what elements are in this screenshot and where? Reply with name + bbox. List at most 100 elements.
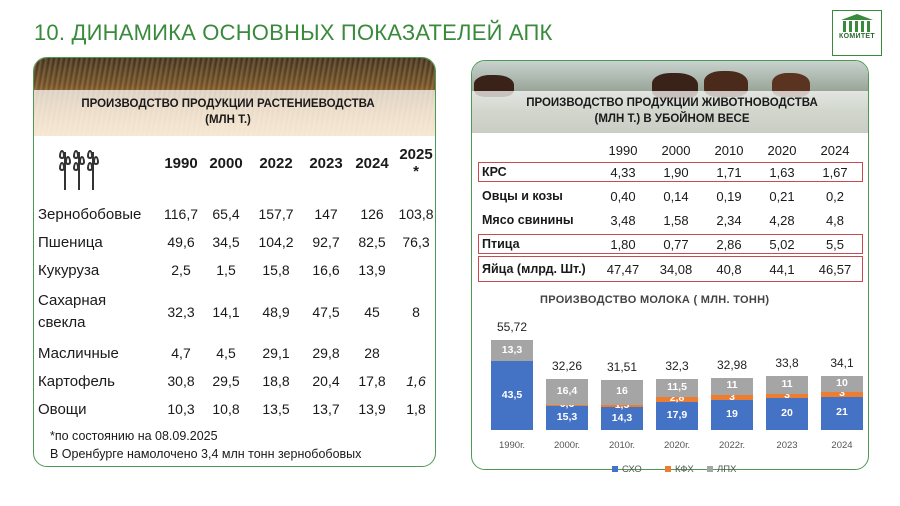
crop-value: 157,7 [258, 206, 294, 222]
category-label: 1990г. [498, 440, 526, 451]
logo-text: КОМИТЕТ [839, 33, 875, 40]
crop-value: 32,3 [167, 304, 195, 320]
cattle-banner: ПРОИЗВОДСТВО ПРОДУКЦИИ ЖИВОТНОВОДСТВА (М… [472, 61, 868, 133]
livestock-value: 0,40 [610, 188, 636, 204]
crop-year-header: 2000 [209, 155, 243, 172]
crop-row-label: Сахарная [38, 292, 107, 309]
segment-value-label: 3 [839, 387, 845, 400]
crop-value: 17,8 [358, 373, 386, 389]
orenburg-note: В Оренбурге намолочено 3,4 млн тонн зерн… [50, 447, 362, 461]
livestock-year-header: 2020 [767, 143, 797, 158]
segment-value-label: 3 [784, 388, 790, 401]
segment-value-label: 19 [726, 407, 738, 420]
date-note: *по состоянию на 08.09.2025 [50, 429, 218, 443]
livestock-panel-title: ПРОИЗВОДСТВО ПРОДУКЦИИ ЖИВОТНОВОДСТВА (М… [526, 97, 818, 125]
livestock-value: 1,58 [663, 212, 689, 228]
crop-year-header: 2023 [309, 155, 343, 172]
crop-year-header: 2022 [259, 155, 293, 172]
crop-production-panel: ПРОИЗВОДСТВО ПРОДУКЦИИ РАСТЕНИЕВОДСТВА (… [33, 57, 436, 467]
livestock-value: 1,80 [610, 236, 636, 252]
crop-value: 18,8 [262, 373, 290, 389]
crop-row-label: Зернобобовые [38, 206, 142, 223]
livestock-row-highlight [478, 234, 863, 254]
segment-value-label: 11 [726, 379, 738, 392]
category-label: 2020г. [663, 440, 691, 451]
bar-segment-КФХ [656, 397, 698, 402]
livestock-year-header: 2000 [661, 143, 691, 158]
category-label: 2010г. [608, 440, 636, 451]
bar-segment-СХО [601, 407, 643, 430]
bar-segment-КФХ [711, 395, 753, 400]
livestock-value: 4,28 [769, 212, 795, 228]
legend-item-ЛПХ: ЛПХ [707, 464, 736, 475]
livestock-row-label: Овцы и козы [482, 188, 563, 203]
livestock-value: 4,8 [825, 212, 845, 228]
crop-year-header: 2024 [355, 155, 389, 172]
bar-segment-ЛПХ [711, 377, 753, 396]
legend-swatch [612, 466, 618, 473]
livestock-value: 0,19 [716, 188, 742, 204]
livestock-panel: ПРОИЗВОДСТВО ПРОДУКЦИИ ЖИВОТНОВОДСТВА (М… [471, 60, 869, 470]
livestock-value: 5,02 [769, 236, 795, 252]
livestock-value: 2,34 [716, 212, 742, 228]
crop-value: 47,5 [312, 304, 340, 320]
bar-total-label: 34,1 [830, 356, 854, 371]
bar-segment-ЛПХ [546, 378, 588, 405]
bar-segment-КФХ [546, 404, 588, 406]
bar-segment-СХО [766, 398, 808, 430]
crop-value: 20,4 [312, 373, 340, 389]
crop-panel-title: ПРОИЗВОДСТВО ПРОДУКЦИИ РАСТЕНИЕВОДСТВА (… [81, 98, 375, 126]
livestock-value: 0,2 [825, 188, 845, 204]
crop-value: 2,5 [171, 262, 191, 278]
segment-value-label: 16,4 [556, 384, 578, 397]
legend-item-СХО: СХО [612, 464, 642, 475]
crop-value: 147 [314, 206, 338, 222]
crop-row-label: свекла [38, 314, 86, 331]
legend-item-КФХ: КФХ [665, 464, 694, 475]
page-title: 10. ДИНАМИКА ОСНОВНЫХ ПОКАЗАТЕЛЕЙ АПК [34, 20, 553, 45]
crop-value: 13,5 [262, 401, 290, 417]
segment-value-label: 14,3 [611, 411, 633, 424]
segment-value-label: 21 [836, 406, 848, 419]
crop-value: 65,4 [212, 206, 240, 222]
crop-value: 8 [412, 304, 420, 320]
crop-value: 14,1 [212, 304, 240, 320]
livestock-value: 0,14 [663, 188, 689, 204]
legend-swatch [665, 466, 671, 473]
crop-value: 1,5 [216, 262, 236, 278]
crop-value: 45 [364, 304, 380, 320]
crop-value: 13,9 [358, 262, 386, 278]
segment-value-label: 13,3 [501, 343, 523, 356]
crop-value: 104,2 [258, 234, 294, 250]
crop-value: 116,7 [164, 206, 198, 222]
category-label: 2023 [776, 440, 798, 451]
segment-value-label: 10 [836, 377, 848, 390]
legend-label: СХО [622, 464, 642, 475]
crop-value: 34,5 [212, 234, 240, 250]
category-label: 2022г. [718, 440, 746, 451]
segment-value-label: 15,3 [556, 410, 578, 423]
bar-segment-СХО [491, 361, 533, 430]
livestock-row-label: Мясо свинины [482, 212, 574, 227]
livestock-value: 40,8 [716, 261, 742, 277]
livestock-year-header: 2024 [820, 143, 850, 158]
bar-total-label: 31,51 [606, 359, 638, 374]
crop-value: 15,8 [262, 262, 290, 278]
segment-value-label: 17,9 [666, 408, 688, 421]
livestock-value: 5,5 [825, 236, 845, 252]
legend-label: ЛПХ [717, 464, 737, 475]
wheat-icon [56, 148, 102, 190]
bar-total-label: 33,8 [775, 356, 799, 371]
milk-chart-title: ПРОИЗВОДСТВО МОЛОКА ( МЛН. ТОНН) [540, 294, 770, 306]
livestock-year-header: 2010 [714, 143, 744, 158]
crop-value: 1,6 [406, 373, 426, 389]
crop-value: 28 [364, 345, 380, 361]
crop-value: 29,5 [212, 373, 240, 389]
category-label: 2000г. [553, 440, 581, 451]
crop-value: 10,8 [212, 401, 240, 417]
segment-value-label: 16 [616, 385, 628, 398]
crop-value: 29,1 [262, 345, 290, 361]
livestock-value: 34,08 [659, 261, 693, 277]
livestock-row-highlight [478, 256, 863, 282]
bar-segment-СХО [821, 396, 863, 430]
